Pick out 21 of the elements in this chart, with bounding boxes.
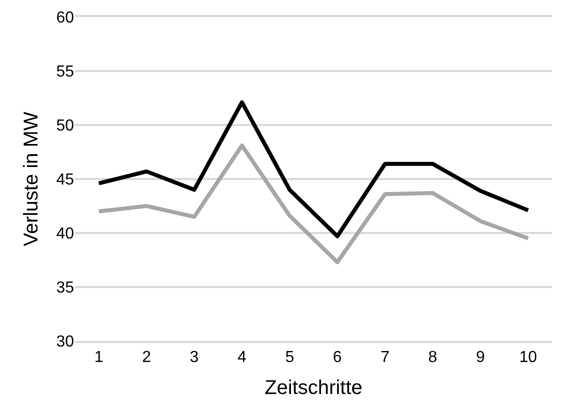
y-tick-label: 40 (56, 226, 74, 243)
x-tick-label: 7 (380, 348, 390, 366)
x-tick-label: 9 (476, 348, 485, 366)
x-tick-label: 3 (190, 348, 199, 366)
y-tick-label: 60 (56, 10, 74, 27)
x-tick-label: 2 (142, 348, 152, 366)
x-tick-label: 4 (237, 348, 246, 366)
line-series (96, 144, 530, 264)
x-tick-label: 10 (519, 348, 538, 366)
y-tick-label: 30 (56, 334, 74, 351)
y-axis-title: Verluste in MW (20, 112, 43, 246)
y-tick-label: 45 (56, 172, 74, 189)
line-series (96, 100, 530, 238)
y-tick-label: 35 (56, 280, 74, 297)
x-tick-label: 8 (428, 348, 438, 366)
x-tick-label: 1 (94, 348, 104, 366)
x-axis-title: Zeitschritte (264, 376, 362, 399)
x-tick-label: 5 (285, 348, 294, 366)
y-tick-label: 50 (56, 118, 74, 135)
x-tick-label: 6 (332, 348, 342, 366)
y-tick-label: 55 (56, 64, 74, 81)
